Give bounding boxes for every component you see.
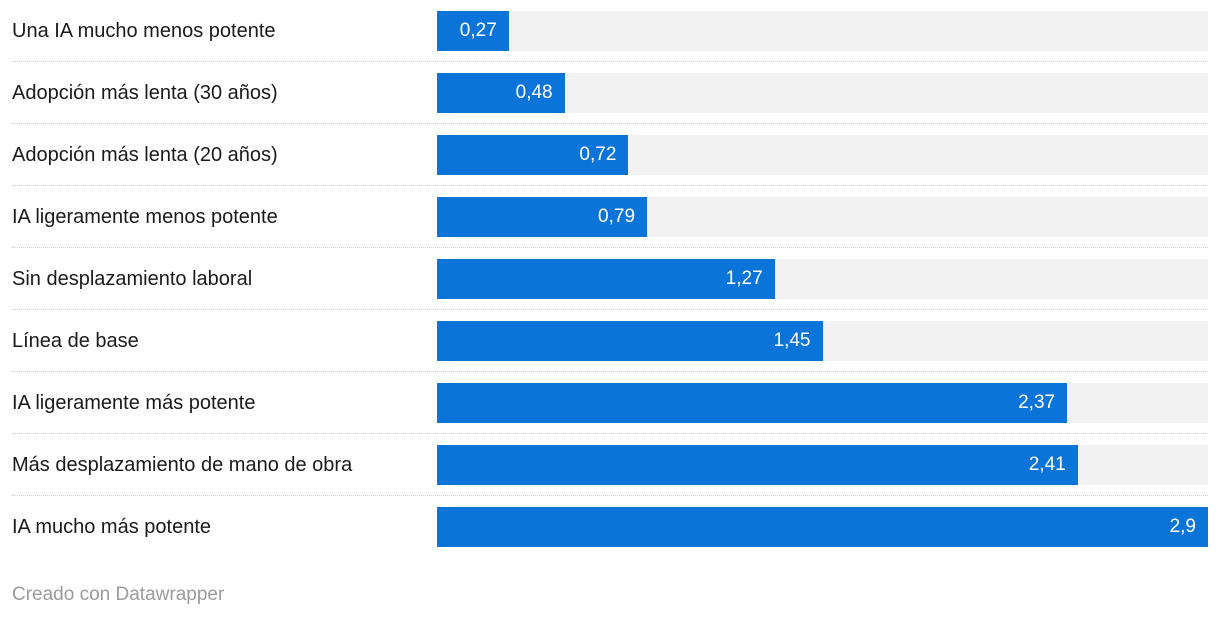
category-label: IA ligeramente más potente bbox=[12, 391, 256, 414]
bar: 0,48 bbox=[437, 72, 565, 113]
chart-footer: Creado con Datawrapper bbox=[12, 584, 1208, 606]
category-label: Más desplazamiento de mano de obra bbox=[12, 453, 353, 476]
bar-value-label: 0,27 bbox=[459, 19, 497, 41]
chart-row: Sin desplazamiento laboral 1,27 bbox=[12, 248, 1208, 310]
bar-track: 2,37 bbox=[437, 382, 1208, 423]
bar-track: 1,45 bbox=[437, 320, 1208, 361]
chart-row: Adopción más lenta (30 años) 0,48 bbox=[12, 62, 1208, 124]
bar: 0,72 bbox=[437, 134, 629, 175]
bar-track: 0,79 bbox=[437, 196, 1208, 237]
bar: 2,37 bbox=[437, 382, 1068, 423]
bar-value-label: 2,9 bbox=[1169, 516, 1196, 537]
bar: 1,27 bbox=[437, 258, 775, 299]
category-label: Una IA mucho menos potente bbox=[12, 19, 276, 42]
bar-track: 0,72 bbox=[437, 134, 1208, 175]
bar-track: 0,48 bbox=[437, 72, 1208, 113]
bar-value-label: 2,41 bbox=[1028, 453, 1066, 475]
credit-text: Creado con Datawrapper bbox=[12, 584, 225, 605]
bar: 1,45 bbox=[437, 320, 823, 361]
category-label: IA ligeramente menos potente bbox=[12, 205, 278, 228]
category-label: Sin desplazamiento laboral bbox=[12, 267, 253, 290]
bar-track: 2,41 bbox=[437, 444, 1208, 485]
category-label: Línea de base bbox=[12, 329, 139, 352]
bar-value-label: 2,37 bbox=[1018, 391, 1056, 413]
chart-row: Una IA mucho menos potente 0,27 bbox=[12, 0, 1208, 62]
bar-value-label: 0,48 bbox=[515, 81, 553, 103]
bar-value-label: 0,79 bbox=[598, 205, 636, 227]
chart-row: IA mucho más potente 2,9 bbox=[12, 496, 1208, 558]
bar-value-label: 0,72 bbox=[579, 143, 617, 165]
bar-value-label: 1,45 bbox=[773, 329, 811, 351]
chart-row: Más desplazamiento de mano de obra 2,41 bbox=[12, 434, 1208, 496]
bar-track: 0,27 bbox=[437, 10, 1208, 51]
category-label: Adopción más lenta (30 años) bbox=[12, 81, 278, 104]
bar-track: 2,9 bbox=[437, 507, 1208, 547]
chart-row: IA ligeramente menos potente 0,79 bbox=[12, 186, 1208, 248]
bar: 2,9 bbox=[437, 507, 1208, 547]
chart-row: IA ligeramente más potente 2,37 bbox=[12, 372, 1208, 434]
bar: 0,27 bbox=[437, 10, 509, 51]
category-label: Adopción más lenta (20 años) bbox=[12, 143, 278, 166]
category-label: IA mucho más potente bbox=[12, 516, 212, 538]
bar-value-label: 1,27 bbox=[725, 267, 763, 289]
bar-track: 1,27 bbox=[437, 258, 1208, 299]
bar: 0,79 bbox=[437, 196, 648, 237]
chart-rows: Una IA mucho menos potente 0,27 Adopción m… bbox=[12, 0, 1208, 558]
chart-row: Línea de base 1,45 bbox=[12, 310, 1208, 372]
bar: 2,41 bbox=[437, 444, 1078, 485]
chart-row: Adopción más lenta (20 años) 0,72 bbox=[12, 124, 1208, 186]
bar-chart: Una IA mucho menos potente 0,27 Adopción m… bbox=[12, 0, 1208, 606]
